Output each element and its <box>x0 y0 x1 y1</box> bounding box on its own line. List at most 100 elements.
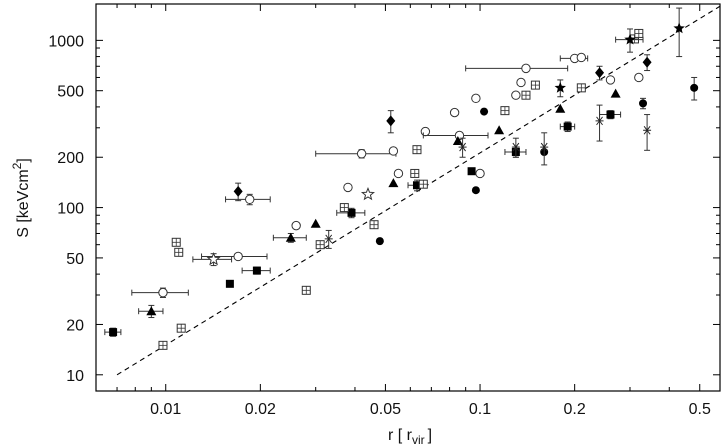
star-open-marker <box>360 186 375 201</box>
data-point <box>643 114 652 151</box>
circle-open-marker <box>343 182 353 193</box>
x-tick-label: 0.5 <box>689 401 711 418</box>
y-axis-label-text: S [keVcm <box>15 169 32 237</box>
data-point <box>475 168 485 179</box>
data-point <box>471 93 481 104</box>
data-point <box>422 130 489 141</box>
data-point <box>530 80 540 90</box>
data-point <box>301 285 311 295</box>
y-tick-label: 50 <box>66 251 84 268</box>
asterisk-d2 <box>596 116 603 126</box>
y-tick-label: 200 <box>57 150 84 167</box>
data-point <box>465 63 569 74</box>
data-point <box>315 240 325 250</box>
circle-open-marker <box>291 220 301 231</box>
data-point <box>511 137 520 158</box>
circle-filled-marker <box>690 83 699 92</box>
circle-open-marker <box>356 149 367 159</box>
square-filled-marker <box>412 181 421 190</box>
circle-open-marker <box>516 77 526 88</box>
circle-open-marker <box>420 126 431 137</box>
data-point <box>595 104 604 142</box>
data-point <box>386 110 396 134</box>
asterisk-d2 <box>643 125 651 135</box>
x-tick-label: 0.05 <box>370 401 401 418</box>
data-point <box>673 7 685 58</box>
data-point <box>388 178 399 188</box>
circle-open-marker <box>634 72 644 83</box>
y-tick-label: 1000 <box>48 33 84 50</box>
x-axis-label: r [ rvir] <box>388 427 432 445</box>
data-point <box>315 149 397 159</box>
data-point <box>418 179 428 189</box>
triangle-filled-marker <box>452 136 463 146</box>
data-point <box>174 247 184 257</box>
x-tick-label: 0.1 <box>469 401 491 418</box>
data-point <box>369 220 379 230</box>
data-point <box>104 327 122 337</box>
asterisk-d2 <box>459 142 466 152</box>
data-point <box>610 88 621 98</box>
circle-open-marker <box>245 194 255 205</box>
circle-filled-marker <box>639 99 648 108</box>
asterisk-d2 <box>325 234 333 244</box>
data-point <box>449 107 460 118</box>
data-point <box>634 28 644 38</box>
data-point <box>225 279 234 288</box>
data-point <box>324 229 333 249</box>
data-point <box>634 72 644 83</box>
circle-open-marker <box>471 93 481 104</box>
x-axis-label-text: r [ r <box>388 427 413 444</box>
circle-open-marker <box>233 251 243 262</box>
data-point <box>511 90 521 100</box>
y-axis-ticks: 10 20 50 100 200 500 1000 <box>48 33 720 385</box>
diamond-filled-marker <box>595 67 605 79</box>
triangle-filled-marker <box>146 306 157 316</box>
diamond-filled-marker <box>233 185 243 197</box>
data-point <box>555 103 566 113</box>
circle-open-marker <box>511 90 521 100</box>
data-point <box>131 287 189 298</box>
data-point <box>336 207 366 219</box>
data-point <box>559 121 576 133</box>
data-point <box>343 182 353 193</box>
circle-open-marker <box>605 75 616 85</box>
data-point <box>171 237 181 247</box>
triangle-filled-marker <box>610 88 621 98</box>
data-point <box>233 182 243 202</box>
circle-open-marker <box>158 287 168 298</box>
star-open-marker <box>206 252 221 266</box>
data-point <box>467 167 476 176</box>
square-filled-marker <box>225 279 234 288</box>
triangle-filled-marker <box>388 178 399 188</box>
plot-frame <box>95 3 721 392</box>
data-point <box>192 252 233 267</box>
data-point <box>639 97 648 110</box>
triangle-filled-marker <box>310 218 321 228</box>
data-point <box>410 168 420 178</box>
data-point <box>272 232 307 243</box>
diamond-filled-marker <box>642 56 652 68</box>
square-filled-marker <box>606 110 615 119</box>
circle-open-marker <box>521 63 531 74</box>
data-point <box>540 132 549 166</box>
data-point <box>360 186 375 201</box>
circle-filled-marker <box>375 237 384 246</box>
square-filled-marker <box>563 122 572 131</box>
data-point <box>615 28 644 53</box>
data-point <box>158 340 168 350</box>
square-filled-marker <box>252 266 261 275</box>
data-point <box>642 54 652 72</box>
data-point <box>452 136 463 146</box>
y-axis-label-superscript: 2 <box>10 162 24 169</box>
data-point <box>500 106 510 116</box>
data-points <box>104 7 699 350</box>
data-point <box>388 146 399 156</box>
data-point <box>241 266 271 275</box>
y-tick-label: 10 <box>66 368 84 385</box>
circle-open-marker <box>449 107 460 118</box>
data-point <box>310 218 321 228</box>
y-axis-label: S [keVcm2] <box>10 158 32 238</box>
triangle-filled-marker <box>494 125 505 135</box>
square-filled-marker <box>467 167 476 176</box>
